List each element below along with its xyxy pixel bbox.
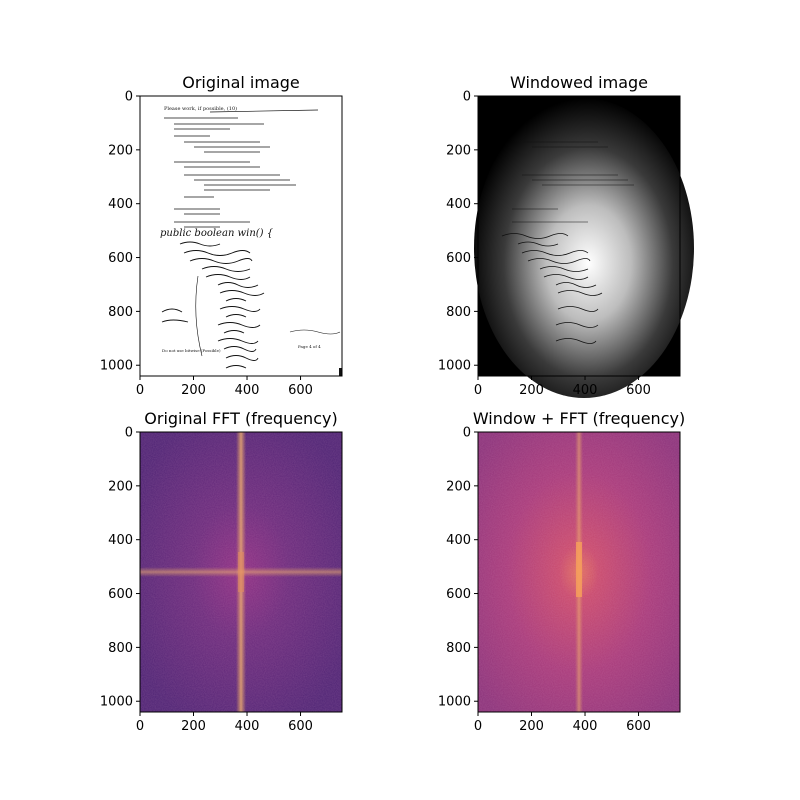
scan-header: Please work, if possible, (10) — [164, 105, 237, 112]
y-tick-label: 400 — [446, 197, 471, 212]
x-axis: 0 200 400 600 — [136, 712, 313, 734]
y-tick-label: 600 — [446, 587, 471, 602]
panel-title: Original FFT (frequency) — [144, 409, 337, 428]
y-tick-label: 400 — [108, 533, 133, 548]
x-tick-label: 400 — [235, 383, 260, 398]
x-tick-label: 0 — [474, 719, 482, 734]
x-axis: 0 200 400 600 — [474, 376, 651, 398]
x-axis: 0 200 400 600 — [136, 376, 313, 398]
handwritten-code: public boolean win() { Do not use bitwis… — [160, 228, 342, 376]
y-axis: 0 200 400 600 800 1000 — [100, 90, 140, 374]
panel-original-image: Original image Please work, if possible,… — [100, 73, 343, 398]
panel-title: Windowed image — [510, 73, 648, 92]
panel-window-fft: Window + FFT (frequency) 0 200 400 600 0 200… — [438, 409, 685, 734]
y-tick-label: 0 — [125, 90, 133, 105]
x-tick-label: 200 — [519, 383, 544, 398]
y-tick-label: 400 — [446, 533, 471, 548]
x-tick-label: 600 — [626, 383, 651, 398]
x-tick-label: 200 — [181, 383, 206, 398]
x-tick-label: 600 — [288, 719, 313, 734]
y-tick-label: 200 — [108, 143, 133, 158]
window-glow — [474, 98, 694, 398]
axes-frame — [477, 95, 681, 377]
x-tick-label: 600 — [626, 719, 651, 734]
y-tick-label: 800 — [108, 641, 133, 656]
panel-title: Original image — [182, 73, 300, 92]
y-tick-label: 600 — [446, 251, 471, 266]
y-tick-label: 200 — [446, 479, 471, 494]
panel-title: Window + FFT (frequency) — [473, 409, 685, 428]
x-tick-label: 400 — [573, 383, 598, 398]
y-tick-label: 0 — [463, 426, 471, 441]
dc-peak — [576, 542, 582, 597]
y-tick-label: 600 — [108, 587, 133, 602]
x-axis: 0 200 400 600 — [474, 712, 651, 734]
y-tick-label: 200 — [108, 479, 133, 494]
panel-original-fft: Original FFT (frequency) 0 200 400 600 0 200… — [100, 409, 343, 734]
typed-code: Please work, if possible, (10) — [164, 105, 319, 228]
x-tick-label: 0 — [474, 383, 482, 398]
scan-footer-right: Page 4 of 4 — [298, 344, 321, 349]
y-tick-label: 1000 — [100, 359, 133, 374]
y-tick-label: 600 — [108, 251, 133, 266]
axes-frame — [477, 431, 681, 713]
windowed-handwriting — [501, 233, 603, 344]
y-tick-label: 1000 — [438, 695, 471, 710]
scan-footer-left: Do not use bitwise (Possible) — [162, 348, 221, 353]
y-tick-label: 400 — [108, 197, 133, 212]
windowed-typed — [512, 141, 634, 223]
y-tick-label: 0 — [125, 426, 133, 441]
x-tick-label: 600 — [288, 383, 313, 398]
x-tick-label: 200 — [519, 719, 544, 734]
y-tick-label: 0 — [463, 90, 471, 105]
x-tick-label: 0 — [136, 383, 144, 398]
axes-frame — [139, 95, 343, 377]
handwriting-line: public boolean win() { — [160, 228, 274, 239]
y-tick-label: 800 — [446, 305, 471, 320]
dc-peak — [238, 552, 244, 592]
y-tick-label: 200 — [446, 143, 471, 158]
x-tick-label: 400 — [573, 719, 598, 734]
x-tick-label: 400 — [235, 719, 260, 734]
y-tick-label: 1000 — [438, 359, 471, 374]
y-tick-label: 800 — [108, 305, 133, 320]
y-axis: 0 200 400 600 800 1000 — [438, 426, 478, 710]
x-tick-label: 200 — [181, 719, 206, 734]
y-axis: 0 200 400 600 800 1000 — [438, 90, 478, 374]
y-tick-label: 1000 — [100, 695, 133, 710]
axes-frame — [139, 431, 343, 713]
y-tick-label: 800 — [446, 641, 471, 656]
image-area — [140, 96, 342, 376]
y-axis: 0 200 400 600 800 1000 — [100, 426, 140, 710]
x-tick-label: 0 — [136, 719, 144, 734]
